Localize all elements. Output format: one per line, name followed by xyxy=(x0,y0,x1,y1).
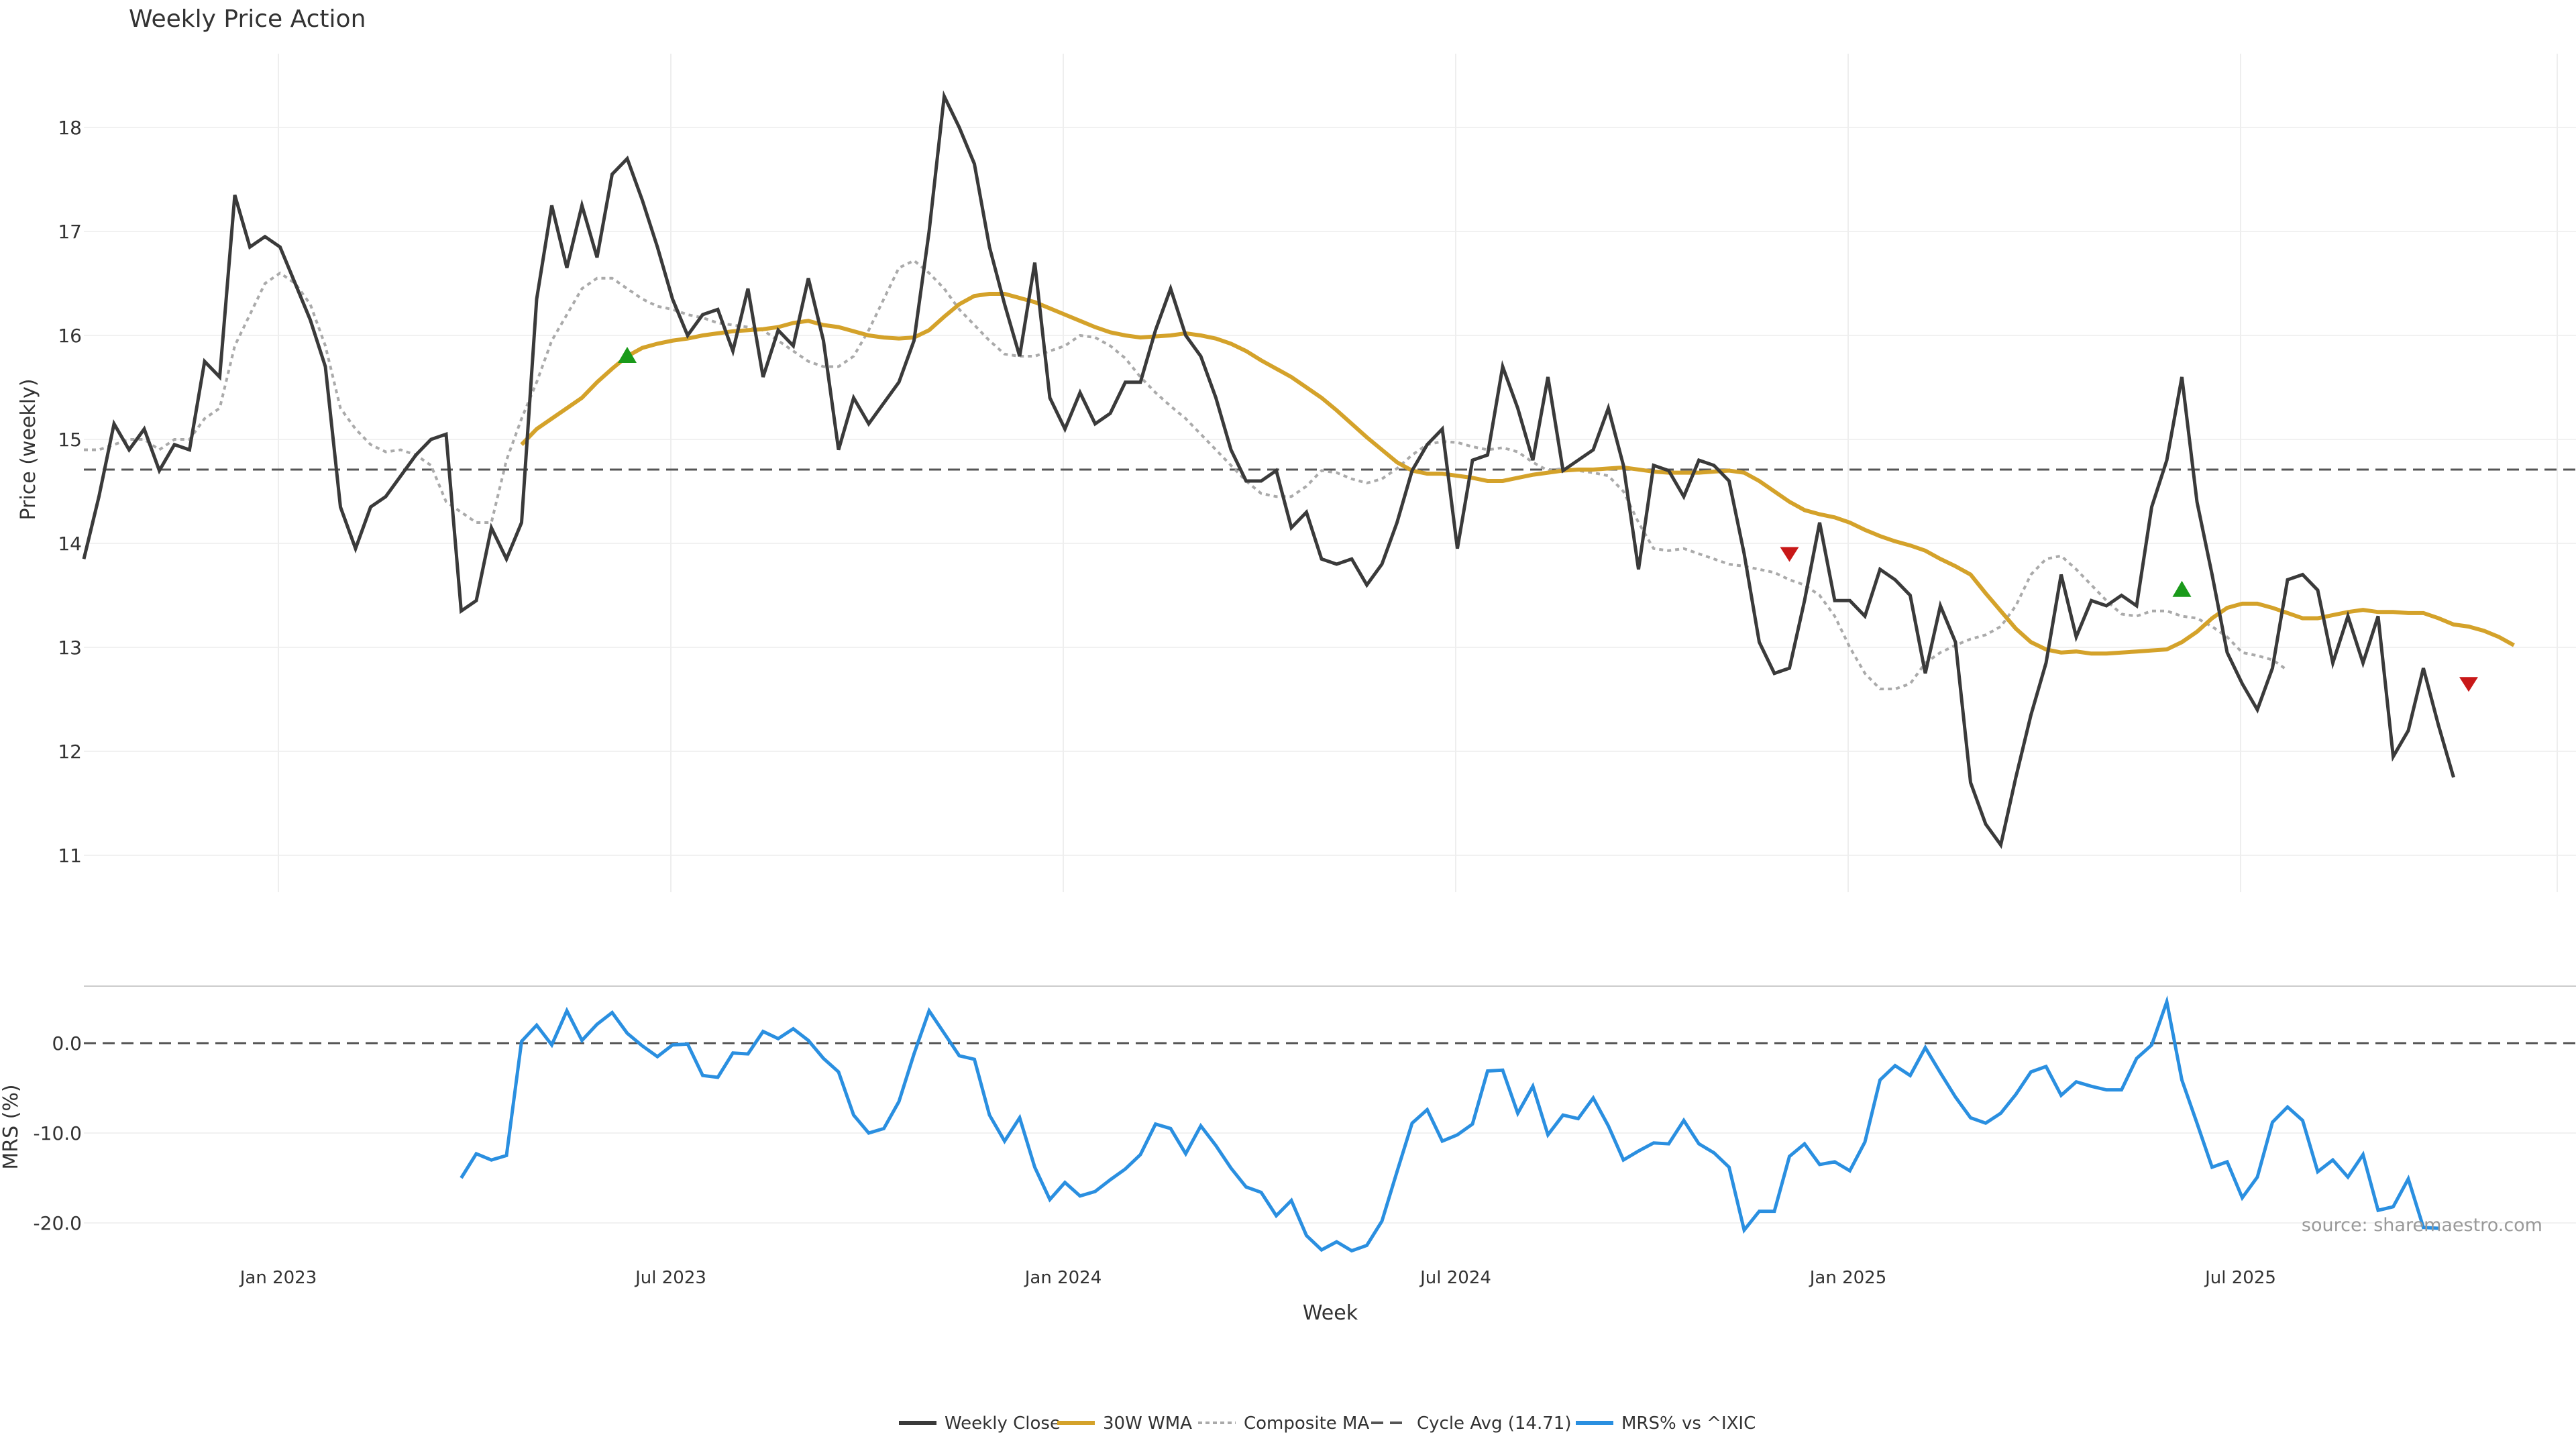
source-note: source: sharemaestro.com xyxy=(2302,1215,2542,1236)
price-y-tick-label: 12 xyxy=(58,741,82,763)
x-axis-label: Week xyxy=(1303,1301,1358,1325)
x-tick-label: Jan 2024 xyxy=(1024,1268,1102,1288)
price-y-tick-label: 16 xyxy=(58,325,82,347)
wma-30w-line xyxy=(520,292,2515,656)
x-tick-label: Jul 2024 xyxy=(1419,1268,1491,1288)
legend: Weekly Close 30W WMA Composite MA Cycle Avg… xyxy=(899,1413,1756,1434)
price-y-ticks: 11 12 13 14 15 16 17 18 xyxy=(58,117,82,867)
price-y-tick-label: 18 xyxy=(58,117,82,139)
price-y-tick-label: 14 xyxy=(58,533,82,555)
price-y-tick-label: 11 xyxy=(58,845,82,867)
composite-ma-line xyxy=(84,259,2289,690)
price-y-tick-label: 15 xyxy=(58,429,82,451)
x-tick-label: Jul 2025 xyxy=(2204,1268,2276,1288)
mrs-y-ticks: 0.0 -10.0 -20.0 xyxy=(34,1032,82,1234)
mrs-y-tick-label: -20.0 xyxy=(34,1212,82,1234)
x-tick-label: Jan 2025 xyxy=(1809,1268,1887,1288)
mrs-y-tick-label: 0.0 xyxy=(52,1032,82,1055)
sell-signal-marker xyxy=(2459,677,2478,692)
x-tick-label: Jul 2023 xyxy=(634,1268,706,1288)
buy-signal-marker xyxy=(2172,580,2192,597)
price-y-tick-label: 17 xyxy=(58,221,82,243)
legend-label: Cycle Avg (14.71) xyxy=(1417,1413,1571,1434)
mrs-y-tick-label: -10.0 xyxy=(34,1122,82,1144)
mrs-y-axis-label: MRS (%) xyxy=(0,1084,23,1169)
legend-label: Weekly Close xyxy=(945,1413,1061,1434)
chart-title: Weekly Price Action xyxy=(129,5,366,33)
legend-label: Composite MA xyxy=(1244,1413,1369,1434)
legend-label: 30W WMA xyxy=(1103,1413,1192,1434)
mrs-gridlines xyxy=(84,1042,2576,1224)
legend-label: MRS% vs ^IXIC xyxy=(1621,1413,1756,1434)
sell-signal-marker xyxy=(1780,547,1799,562)
signal-markers xyxy=(618,347,2478,692)
x-tick-label: Jan 2023 xyxy=(239,1268,317,1288)
x-axis-ticks: Jan 2023 Jul 2023 Jan 2024 Jul 2024 Jan 2025… xyxy=(239,1268,2276,1288)
mrs-line xyxy=(460,995,2439,1253)
buy-signal-marker xyxy=(618,347,637,363)
price-y-axis-label: Price (weekly) xyxy=(17,378,40,520)
weekly-close-line xyxy=(82,90,2455,849)
price-y-tick-label: 13 xyxy=(58,637,82,659)
price-gridlines xyxy=(84,54,2576,892)
